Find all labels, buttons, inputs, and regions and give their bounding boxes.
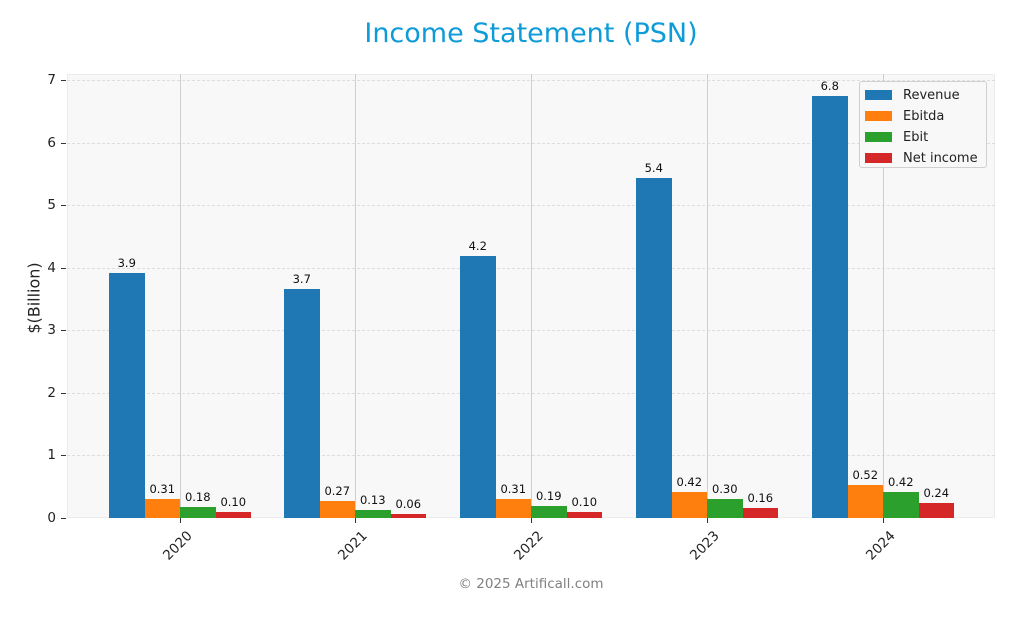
- legend-swatch-net-income: [865, 153, 892, 163]
- v-gridline: [355, 74, 356, 518]
- value-label: 0.13: [359, 492, 386, 507]
- bar-revenue: [812, 96, 848, 518]
- y-tick: [61, 392, 66, 394]
- bar-revenue: [460, 255, 496, 518]
- v-gridline: [883, 74, 884, 518]
- value-label: 4.2: [468, 238, 487, 253]
- value-label: 0.18: [184, 489, 211, 504]
- y-tick: [61, 455, 66, 457]
- legend-swatch-ebit: [865, 132, 892, 142]
- x-tick: [707, 518, 708, 523]
- value-label: 0.16: [747, 490, 774, 505]
- bar-revenue: [284, 288, 320, 518]
- x-tick-label: 2021: [334, 528, 371, 564]
- value-label: 0.10: [220, 494, 247, 509]
- bar-revenue: [109, 273, 145, 518]
- y-tick: [61, 205, 66, 207]
- value-label: 0.24: [923, 485, 950, 500]
- value-label: 0.42: [676, 474, 703, 489]
- bar-ebit: [883, 491, 919, 518]
- x-tick-label: 2020: [159, 528, 196, 564]
- bar-ebitda: [319, 501, 355, 518]
- value-label: 0.10: [571, 494, 598, 509]
- value-label: 0.31: [500, 481, 527, 496]
- value-label: 5.4: [644, 161, 663, 176]
- y-tick-label: 5: [47, 197, 56, 214]
- bar-ebit: [531, 506, 567, 518]
- bar-ebit: [180, 506, 216, 518]
- bar-ebitda: [495, 498, 531, 518]
- chart-title: Income Statement (PSN): [364, 18, 698, 49]
- y-tick-label: 2: [47, 384, 56, 401]
- bar-ebit: [707, 499, 743, 518]
- v-gridline: [707, 74, 708, 518]
- y-tick: [61, 80, 66, 81]
- value-label: 0.27: [324, 484, 351, 499]
- y-tick: [61, 142, 66, 144]
- value-label: 0.42: [887, 474, 914, 489]
- y-tick-label: 4: [47, 259, 56, 276]
- y-axis-title: $(Billion): [24, 262, 44, 334]
- x-tick: [355, 518, 356, 523]
- value-label: 0.52: [852, 468, 879, 483]
- value-label: 3.9: [117, 256, 136, 271]
- legend-label: Net income: [903, 150, 978, 166]
- value-label: 6.8: [820, 79, 839, 94]
- copyright-footer: © 2025 Artificall.com: [458, 576, 604, 592]
- bar-ebitda: [671, 491, 707, 518]
- y-tick: [61, 518, 66, 519]
- legend-item-ebit: Ebit: [865, 128, 928, 146]
- value-label: 0.06: [395, 497, 422, 512]
- bar-net-income: [215, 511, 251, 518]
- y-tick-label: 0: [47, 510, 56, 526]
- bar-net-income: [566, 511, 602, 518]
- bar-ebit: [355, 509, 391, 518]
- legend-swatch-revenue: [865, 90, 892, 100]
- value-label: 0.31: [149, 481, 176, 496]
- y-tick-label: 6: [47, 134, 56, 151]
- bar-net-income: [918, 502, 954, 518]
- value-label: 0.19: [535, 489, 562, 504]
- v-gridline: [180, 74, 181, 518]
- bar-revenue: [636, 178, 672, 518]
- legend-item-net-income: Net income: [865, 149, 978, 167]
- y-tick: [61, 330, 66, 332]
- bar-net-income: [390, 514, 426, 518]
- v-gridline: [531, 74, 532, 518]
- x-tick: [180, 518, 181, 523]
- legend-label: Ebit: [903, 129, 929, 145]
- y-tick-label: 1: [47, 447, 56, 464]
- x-tick-label: 2022: [510, 528, 547, 564]
- y-tick: [61, 267, 66, 269]
- legend-label: Revenue: [903, 87, 960, 103]
- value-label: 0.30: [711, 482, 738, 497]
- x-tick-label: 2024: [862, 528, 899, 564]
- bar-ebitda: [144, 498, 180, 518]
- legend-label: Ebitda: [903, 108, 945, 124]
- bar-ebitda: [847, 485, 883, 518]
- bar-net-income: [742, 507, 778, 518]
- y-tick-label: 3: [47, 322, 56, 339]
- x-tick: [883, 518, 884, 523]
- value-label: 3.7: [292, 271, 311, 286]
- legend-item-ebitda: Ebitda: [865, 107, 944, 125]
- legend: Revenue Ebitda Ebit Net income: [859, 81, 987, 168]
- x-tick: [531, 518, 532, 523]
- legend-item-revenue: Revenue: [865, 86, 960, 104]
- legend-swatch-ebitda: [865, 111, 892, 121]
- y-tick-label: 7: [47, 72, 56, 88]
- x-tick-label: 2023: [686, 528, 723, 564]
